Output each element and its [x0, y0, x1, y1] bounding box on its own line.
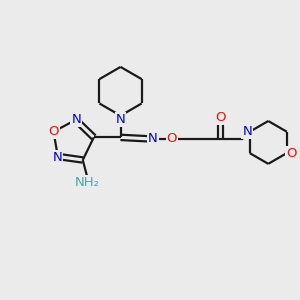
Text: N: N — [242, 124, 252, 138]
Text: N: N — [71, 113, 81, 126]
Text: O: O — [286, 147, 296, 160]
Text: N: N — [148, 132, 158, 146]
Text: N: N — [116, 113, 125, 126]
Text: O: O — [48, 125, 59, 138]
Text: O: O — [215, 111, 226, 124]
Text: NH₂: NH₂ — [75, 176, 100, 189]
Text: N: N — [52, 151, 62, 164]
Text: O: O — [167, 132, 177, 146]
